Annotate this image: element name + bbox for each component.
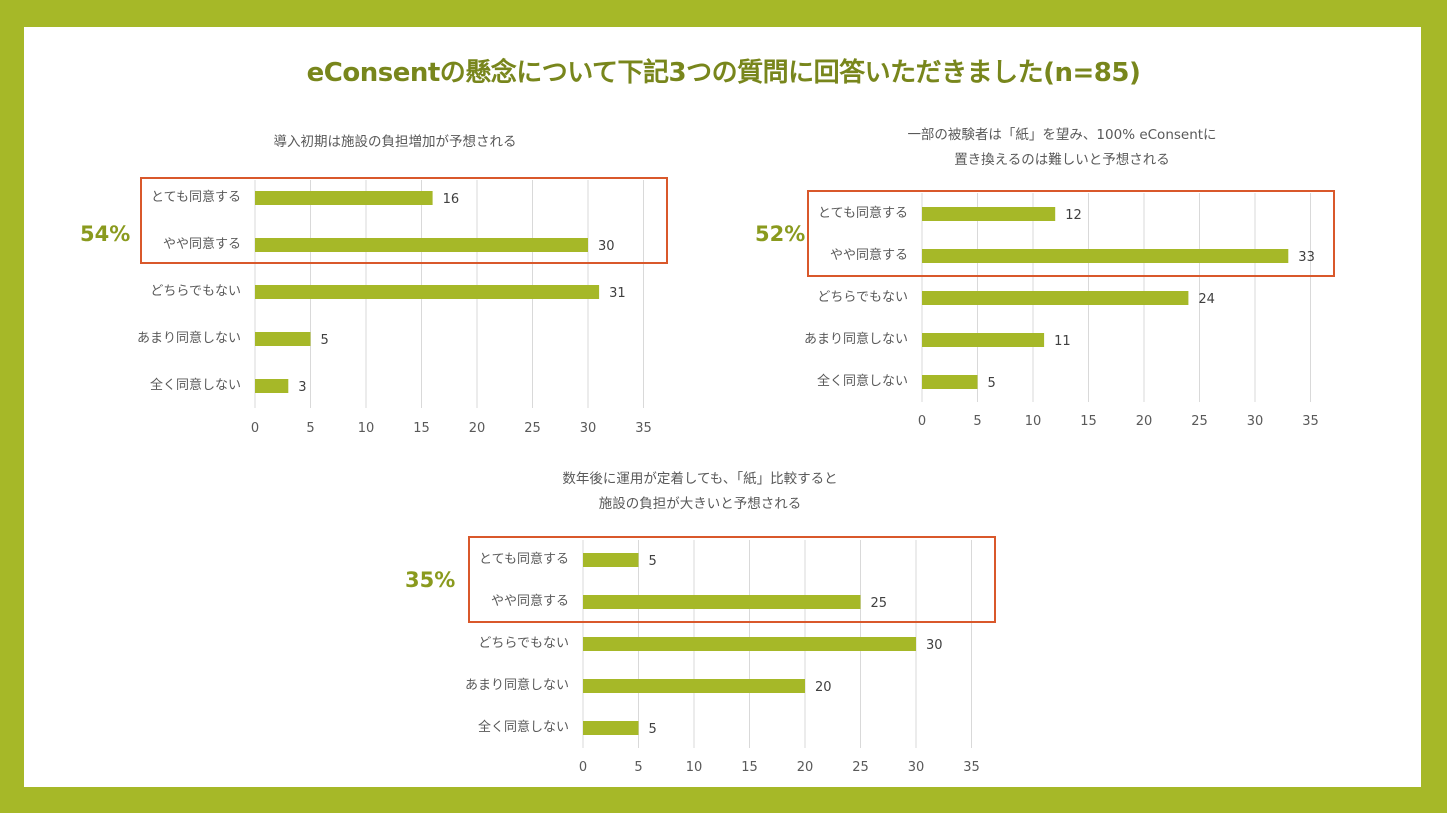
agree-percentage-label: 35% xyxy=(405,568,456,592)
bar xyxy=(583,553,639,567)
x-tick-label: 35 xyxy=(635,421,652,436)
x-tick-label: 5 xyxy=(634,760,642,775)
x-tick-label: 0 xyxy=(579,760,587,775)
bar xyxy=(922,249,1289,263)
x-tick-label: 25 xyxy=(524,421,541,436)
category-label: やや同意する xyxy=(491,593,569,609)
bar-chart-2: 0 5 10 15 20 25 30 35 とても同意する 12 やや同意する 33 どちらでもない 24… xyxy=(804,190,1335,429)
bar xyxy=(255,238,588,252)
chart-title-line: 数年後に運用が定着しても、「紙」比較すると xyxy=(562,471,838,487)
x-tick-label: 20 xyxy=(469,421,486,436)
x-tick-label: 35 xyxy=(963,760,980,775)
bar xyxy=(583,595,861,609)
bar xyxy=(255,285,600,299)
x-tick-label: 20 xyxy=(797,760,814,775)
x-tick-label: 10 xyxy=(358,421,375,436)
category-label: やや同意する xyxy=(830,247,908,263)
highlight-box xyxy=(468,536,996,623)
category-label: とても同意する xyxy=(479,551,569,567)
data-label: 5 xyxy=(649,554,657,569)
x-tick-label: 15 xyxy=(741,760,758,775)
x-tick-label: 5 xyxy=(973,414,981,429)
bar xyxy=(255,332,311,346)
data-label: 12 xyxy=(1065,208,1082,223)
category-label: どちらでもない xyxy=(817,290,908,305)
data-label: 20 xyxy=(815,680,832,695)
x-tick-label: 0 xyxy=(251,421,259,436)
category-label: とても同意する xyxy=(818,205,908,221)
category-label: あまり同意しない xyxy=(804,331,908,347)
x-tick-label: 30 xyxy=(908,760,925,775)
x-tick-label: 25 xyxy=(852,760,869,775)
highlight-box xyxy=(807,190,1335,277)
x-tick-label: 35 xyxy=(1302,414,1319,429)
bar xyxy=(922,207,1056,221)
x-tick-label: 25 xyxy=(1191,414,1208,429)
chart-title-line: 導入初期は施設の負担増加が予想される xyxy=(273,134,517,150)
bar xyxy=(922,291,1189,305)
data-label: 24 xyxy=(1198,292,1215,307)
data-label: 30 xyxy=(598,239,615,254)
agree-percentage-label: 54% xyxy=(80,222,131,246)
chart-title: 導入初期は施設の負担増加が予想される xyxy=(135,130,655,155)
bar xyxy=(255,379,289,393)
category-label: あまり同意しない xyxy=(137,330,241,346)
agree-percentage-label: 52% xyxy=(755,222,806,246)
chart-title-line: 施設の負担が大きいと予想される xyxy=(598,496,802,512)
bar xyxy=(922,375,978,389)
chart-title: 数年後に運用が定着しても、「紙」比較すると 施設の負担が大きいと予想される xyxy=(440,467,960,517)
x-tick-label: 30 xyxy=(1247,414,1264,429)
chart-title-line: 一部の被験者は「紙」を望み、100% eConsentに xyxy=(907,127,1217,143)
page-title: eConsentの懸念について下記3つの質問に回答いただきました(n=85) xyxy=(306,58,1141,88)
highlight-box xyxy=(140,177,668,264)
bar xyxy=(255,191,433,205)
category-label: どちらでもない xyxy=(478,636,569,651)
data-label: 31 xyxy=(609,286,626,301)
data-label: 30 xyxy=(926,638,943,653)
category-label: 全く同意しない xyxy=(150,377,241,393)
data-label: 25 xyxy=(871,596,888,611)
data-label: 5 xyxy=(321,333,329,348)
bar xyxy=(583,721,639,735)
x-tick-label: 5 xyxy=(306,421,314,436)
x-tick-label: 15 xyxy=(1080,414,1097,429)
data-label: 3 xyxy=(298,380,306,395)
x-tick-label: 30 xyxy=(580,421,597,436)
category-label: やや同意する xyxy=(163,236,241,252)
x-tick-label: 0 xyxy=(918,414,926,429)
x-tick-label: 10 xyxy=(1025,414,1042,429)
x-tick-label: 15 xyxy=(413,421,430,436)
data-label: 5 xyxy=(988,376,996,391)
bar xyxy=(583,637,916,651)
bar xyxy=(583,679,805,693)
category-label: とても同意する xyxy=(151,189,241,205)
x-tick-label: 10 xyxy=(686,760,703,775)
x-tick-label: 20 xyxy=(1136,414,1153,429)
category-label: 全く同意しない xyxy=(817,373,908,389)
data-label: 11 xyxy=(1054,334,1071,349)
chart-title-line: 置き換えるのは難しいと予想される xyxy=(954,152,1170,168)
slide-background xyxy=(24,27,1421,787)
chart-title: 一部の被験者は「紙」を望み、100% eConsentに 置き換えるのは難しいと予… xyxy=(802,123,1322,173)
data-label: 16 xyxy=(443,192,460,207)
bar-chart-3: 0 5 10 15 20 25 30 35 とても同意する 5 やや同意する 25 どちらでもない 30 あ… xyxy=(465,536,996,775)
bar xyxy=(922,333,1045,347)
category-label: 全く同意しない xyxy=(478,719,569,735)
data-label: 33 xyxy=(1298,250,1315,265)
category-label: あまり同意しない xyxy=(465,677,569,693)
category-label: どちらでもない xyxy=(150,284,241,299)
data-label: 5 xyxy=(649,722,657,737)
